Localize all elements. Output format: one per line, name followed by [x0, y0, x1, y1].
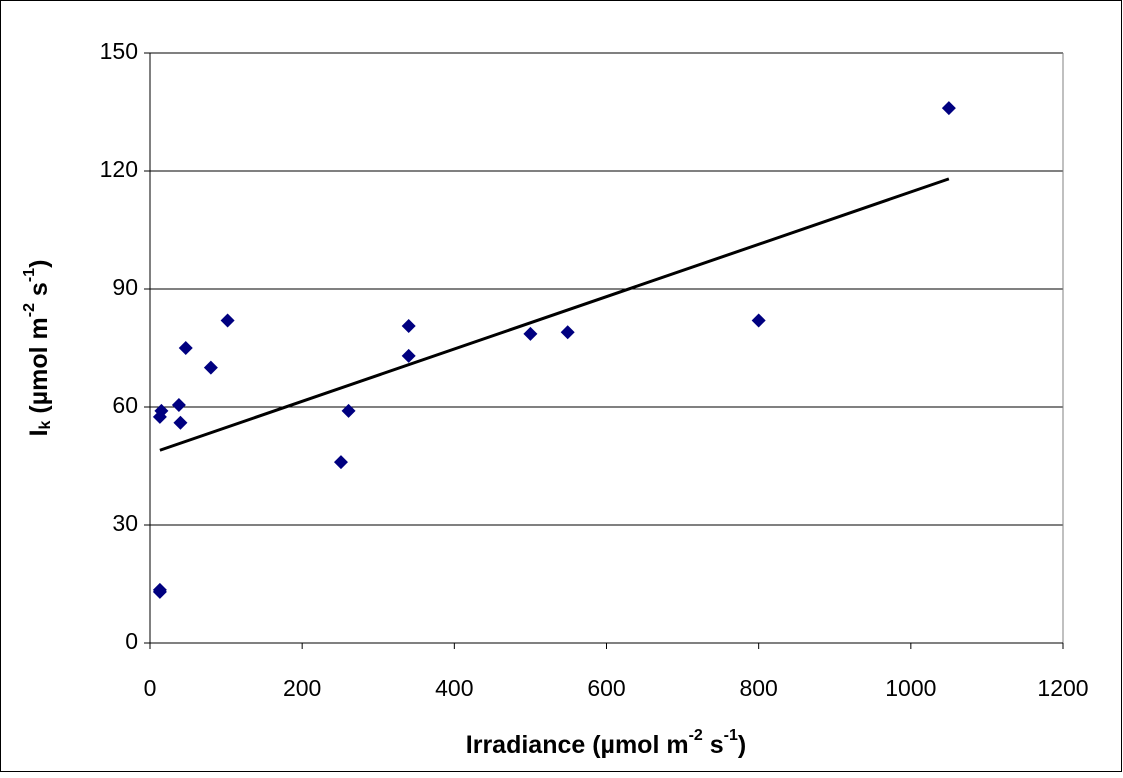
- marker: [152, 584, 167, 599]
- axis-label-part: s: [703, 731, 724, 759]
- marker: [171, 398, 186, 413]
- axis-label-part: (µmol m: [25, 317, 53, 420]
- y-tick-label: 90: [112, 274, 138, 300]
- marker: [560, 325, 575, 340]
- marker: [401, 318, 416, 333]
- axis-label-part: -2: [21, 303, 38, 317]
- x-tick-label: 200: [283, 675, 321, 701]
- marker: [220, 313, 235, 328]
- axis-label-part: -1: [724, 727, 738, 744]
- x-tick-label: 1000: [885, 675, 936, 701]
- x-axis-label: Irradiance (µmol m-2 s-1): [466, 727, 746, 758]
- marker: [523, 326, 538, 341]
- marker: [401, 348, 416, 363]
- marker: [941, 101, 956, 116]
- axis-label-part: ): [25, 260, 53, 268]
- y-tick-label: 150: [100, 38, 138, 64]
- y-axis-label: Ik (µmol m-2 s-1): [21, 260, 54, 437]
- marker: [154, 403, 169, 418]
- marker: [751, 313, 766, 328]
- x-tick-label: 600: [587, 675, 625, 701]
- y-tick-label: 120: [100, 156, 138, 182]
- x-tick-label: 1200: [1037, 675, 1088, 701]
- axis-label-part: -2: [689, 727, 703, 744]
- axis-label-part: s: [25, 282, 53, 303]
- marker: [178, 341, 193, 355]
- x-tick-label: 400: [435, 675, 473, 701]
- axis-label-part: ): [738, 731, 746, 759]
- x-tick-label: 0: [144, 675, 157, 701]
- y-tick-label: 60: [112, 392, 138, 418]
- axis-label-part: Irradiance (µmol m: [466, 731, 689, 759]
- marker: [333, 455, 348, 470]
- y-tick-label: 30: [112, 510, 138, 536]
- axis-label-part: I: [25, 429, 53, 436]
- axis-label-part: -1: [21, 268, 38, 282]
- marker: [173, 415, 188, 430]
- marker: [341, 403, 356, 418]
- y-tick-label: 0: [125, 628, 138, 654]
- axis-label-part: k: [37, 420, 54, 429]
- trend-line: [159, 177, 950, 452]
- x-tick-label: 800: [739, 675, 777, 701]
- marker: [203, 360, 218, 375]
